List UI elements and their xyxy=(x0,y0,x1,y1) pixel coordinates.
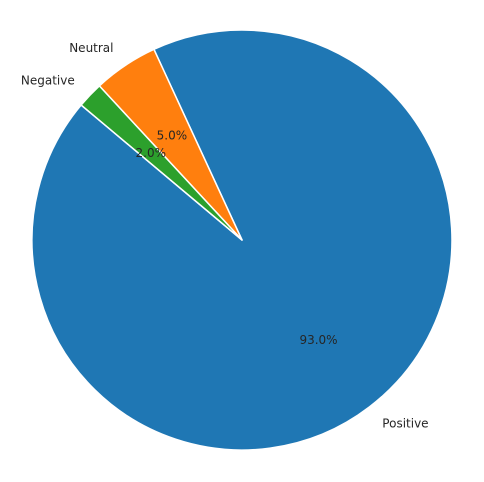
slice-percent-neutral: 5.0% xyxy=(157,128,188,142)
slice-label-positive: Positive xyxy=(382,417,428,431)
slice-label-neutral: Neutral xyxy=(69,41,113,55)
pie-labels: Positive 93.0% Neutral 5.0% Negative 2.0% xyxy=(21,41,429,430)
pie-slices xyxy=(31,29,453,451)
slice-percent-positive: 93.0% xyxy=(299,333,337,347)
slice-label-negative: Negative xyxy=(21,74,75,88)
pie-slice-negative xyxy=(80,85,243,241)
slice-percent-negative: 2.0% xyxy=(136,146,167,160)
